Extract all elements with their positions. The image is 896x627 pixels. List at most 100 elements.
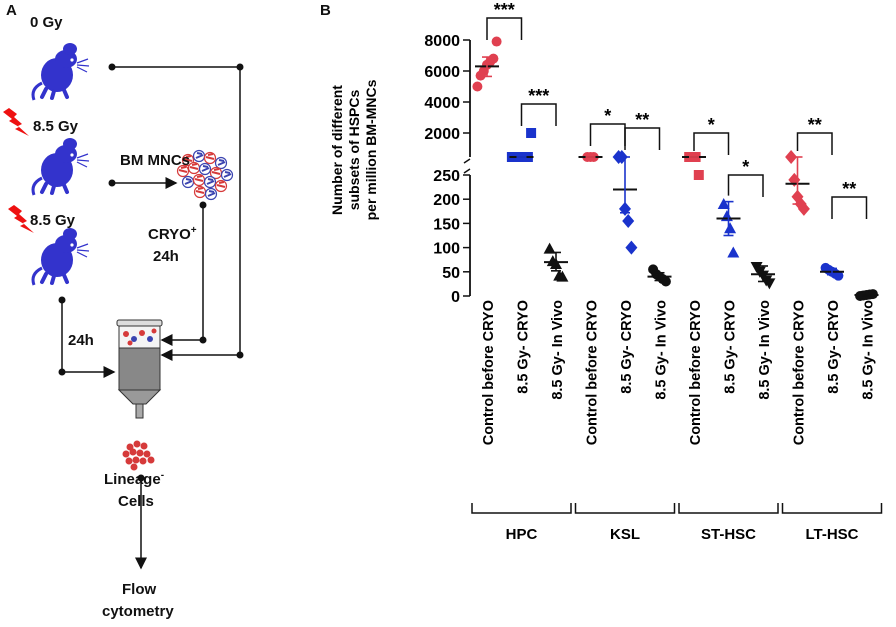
series-st-hsc-7: [716, 198, 741, 258]
y-tick-label: 250: [433, 168, 460, 185]
bracket-line: [796, 132, 833, 155]
cytometry-label: cytometry: [102, 603, 174, 620]
x-tick-label: 8.5 Gy- CRYO: [826, 300, 842, 394]
group-bracket-line: [781, 503, 883, 514]
panel-b-chart: Number of different subsets of HSPCs per…: [329, 0, 883, 543]
dose-label-85gy-1: 8.5 Gy: [33, 118, 79, 135]
bracket-line: [727, 174, 764, 197]
group-label: HPC: [506, 526, 538, 543]
series-ksl-3: [578, 152, 603, 162]
x-tick-label: 8.5 Gy- In Vivo: [550, 300, 566, 400]
significance-bracket: *: [727, 157, 764, 197]
series-st-hsc-6: [682, 152, 706, 180]
panel-a-label: A: [6, 2, 17, 19]
cryo-label: CRYO+: [148, 225, 197, 243]
bracket-line: [589, 123, 626, 146]
x-tick-label: Control before CRYO: [481, 300, 497, 445]
group-label: LT-HSC: [805, 526, 858, 543]
lineage-label-sup: -: [160, 470, 165, 481]
significance-bracket: *: [693, 115, 730, 155]
series-lt-hsc-9: [785, 150, 810, 216]
dose-label-0gy: 0 Gy: [30, 14, 63, 31]
bracket-line: [486, 17, 523, 40]
y-tick-label: 0: [451, 289, 460, 306]
data-point: [797, 201, 810, 216]
panel-a-diagram: [3, 41, 244, 570]
data-point: [625, 240, 638, 255]
x-tick-label: Control before CRYO: [688, 300, 704, 445]
y-tick-label: 8000: [424, 33, 460, 50]
x-tick-label: 8.5 Gy- CRYO: [723, 300, 739, 394]
lineage-label-main: Lineage: [104, 471, 161, 488]
series-st-hsc-8: [750, 261, 776, 290]
mouse-icon-85gy-1: [31, 136, 91, 197]
significance-brackets: ******* ** ******: [486, 0, 868, 219]
time-24h-label: 24h: [68, 332, 94, 349]
significance-label: **: [842, 179, 856, 199]
data-point: [727, 246, 740, 258]
data-point: [660, 276, 671, 287]
connector-nodes: [58, 63, 244, 482]
significance-bracket: ***: [520, 86, 557, 126]
significance-bracket: *: [589, 106, 626, 146]
x-tick-label: 8.5 Gy- CRYO: [516, 300, 532, 394]
data-point: [472, 81, 483, 92]
bracket-line: [831, 196, 868, 219]
y-tick-label: 50: [442, 265, 460, 282]
group-bracket-hpc: HPC: [471, 503, 572, 543]
y-tick-label: 200: [433, 192, 460, 209]
y-tick-label: 100: [433, 241, 460, 258]
y-axis-title: Number of different subsets of HSPCs per…: [329, 79, 379, 220]
data-point: [785, 150, 798, 164]
data-point: [543, 242, 556, 254]
group-bracket-st-hsc: ST-HSC: [678, 503, 779, 543]
group-brackets: HPC KSL ST-HSC LT-HSC: [471, 503, 883, 543]
group-bracket-lt-hsc: LT-HSC: [781, 503, 883, 543]
x-tick-label: 8.5 Gy- In Vivo: [654, 300, 670, 400]
lineage-label: Lineage-: [104, 470, 164, 488]
data-point: [788, 172, 801, 187]
flow-label: Flow: [122, 581, 157, 598]
significance-label: *: [604, 106, 611, 126]
series-hpc-0: [472, 36, 502, 92]
x-axis-labels: Control before CRYO 8.5 Gy- CRYO 8.5 Gy- I…: [481, 300, 877, 445]
flow-connectors: [61, 66, 241, 570]
significance-bracket: **: [796, 115, 833, 155]
data-point: [526, 128, 537, 138]
group-label: ST-HSC: [701, 526, 756, 543]
y-axis-title-line-1: Number of different: [329, 85, 345, 215]
bracket-line: [693, 132, 730, 155]
data-point: [717, 198, 730, 210]
data-point: [622, 213, 635, 228]
data-point: [833, 270, 844, 281]
x-tick-label: 8.5 Gy- CRYO: [619, 300, 635, 394]
dose-label-85gy-2: 8.5 Gy: [30, 212, 76, 229]
data-point: [693, 170, 704, 180]
y-tick-label: 150: [433, 216, 460, 233]
significance-label: **: [808, 115, 822, 135]
lineage-cells-icon: [122, 440, 155, 471]
group-bracket-line: [471, 503, 572, 514]
bracket-line: [624, 127, 661, 150]
series-hpc-1: [506, 128, 537, 162]
data-point: [488, 53, 499, 64]
x-tick-label: Control before CRYO: [792, 300, 808, 445]
y-axis-title-line-2: subsets of HSPCs: [346, 89, 362, 210]
significance-label: *: [708, 115, 715, 135]
cryo-time-label: 24h: [153, 248, 179, 265]
cryo-label-sup: +: [190, 225, 197, 236]
group-bracket-line: [678, 503, 779, 514]
cryo-label-main: CRYO: [148, 226, 191, 243]
y-axis-break-mark: [463, 168, 471, 174]
y-axis-title-line-3: per million BM-MNCs: [363, 79, 379, 220]
data-marks: [472, 36, 879, 301]
series-hpc-2: [543, 242, 569, 282]
group-bracket-line: [574, 503, 676, 514]
group-label: KSL: [610, 526, 640, 543]
y-axis: 2000 4000 6000 8000 0 50 100 150 200 250: [424, 33, 471, 306]
y-axis-break-mark: [463, 158, 471, 164]
significance-bracket: **: [831, 179, 868, 219]
data-point: [556, 270, 569, 282]
x-tick-label: 8.5 Gy- In Vivo: [861, 300, 877, 400]
y-tick-label: 6000: [424, 64, 460, 81]
